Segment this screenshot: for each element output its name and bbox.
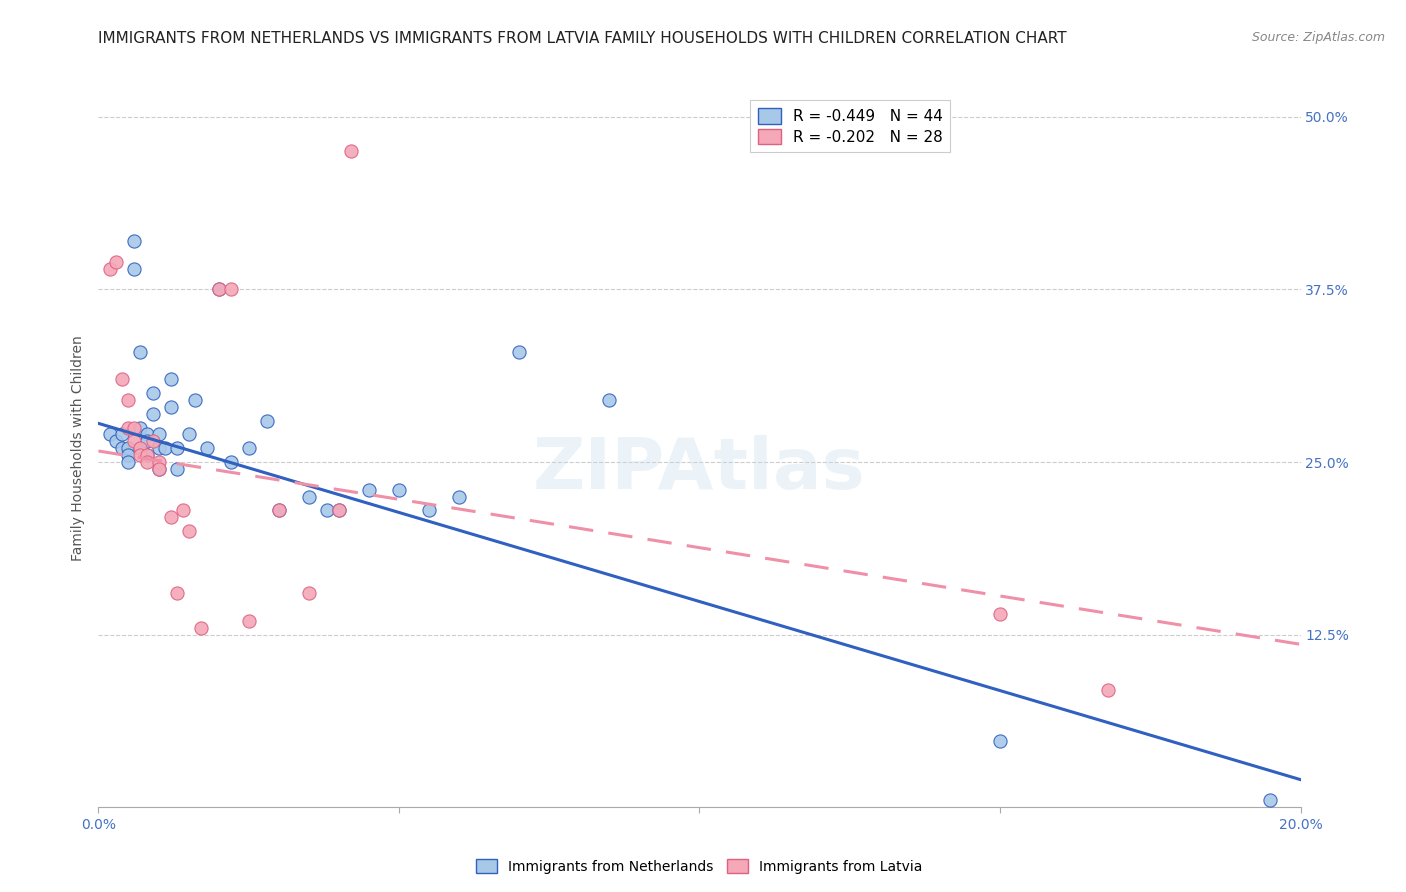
Point [124,434,146,449]
Point [208,282,231,296]
Point [135,434,157,449]
Point [219,282,242,296]
Point [298,490,321,504]
Point [357,483,380,497]
Point [117,420,139,434]
Point [141,407,163,421]
Point [135,448,157,462]
Text: Source: ZipAtlas.com: Source: ZipAtlas.com [1251,31,1385,45]
Point [111,427,134,442]
Point [340,145,363,159]
Point [166,441,188,455]
Point [208,282,231,296]
Point [166,586,188,600]
Point [267,503,290,517]
Point [105,255,128,269]
Point [172,503,194,517]
Point [388,483,411,497]
Point [135,427,157,442]
Point [117,441,139,455]
Point [135,448,157,462]
Point [148,427,170,442]
Point [159,372,181,386]
Point [148,441,170,455]
Point [195,441,218,455]
Point [148,462,170,476]
Point [129,448,152,462]
Point [418,503,440,517]
Point [183,392,205,407]
Text: IMMIGRANTS FROM NETHERLANDS VS IMMIGRANTS FROM LATVIA FAMILY HOUSEHOLDS WITH CHI: IMMIGRANTS FROM NETHERLANDS VS IMMIGRANT… [98,31,1067,46]
Point [1260,793,1282,807]
Legend: Immigrants from Netherlands, Immigrants from Latvia: Immigrants from Netherlands, Immigrants … [471,854,928,880]
Point [148,455,170,469]
Point [111,372,134,386]
Point [177,427,200,442]
Point [447,490,470,504]
Point [135,455,157,469]
Point [129,344,152,359]
Point [148,462,170,476]
Point [117,392,139,407]
Point [124,420,146,434]
Point [238,614,260,628]
Point [141,434,163,449]
Point [105,434,128,449]
Point [159,400,181,414]
Point [129,420,152,434]
Point [111,441,134,455]
Point [141,386,163,401]
Point [328,503,350,517]
Point [129,441,152,455]
Text: ZIPAtlas: ZIPAtlas [533,435,866,504]
Point [153,441,176,455]
Point [328,503,350,517]
Point [129,441,152,455]
Point [298,586,321,600]
Point [238,441,260,455]
Point [598,392,620,407]
Point [315,503,337,517]
Point [508,344,530,359]
Point [190,621,212,635]
Point [100,261,122,276]
Point [267,503,290,517]
Point [159,510,181,524]
Point [117,448,139,462]
Point [117,455,139,469]
Point [256,414,278,428]
Point [219,455,242,469]
Point [166,462,188,476]
Point [124,261,146,276]
Y-axis label: Family Households with Children: Family Households with Children [72,335,86,561]
Point [177,524,200,538]
Point [988,607,1011,621]
Point [100,427,122,442]
Point [124,234,146,248]
Point [1097,682,1119,697]
Point [988,734,1011,748]
